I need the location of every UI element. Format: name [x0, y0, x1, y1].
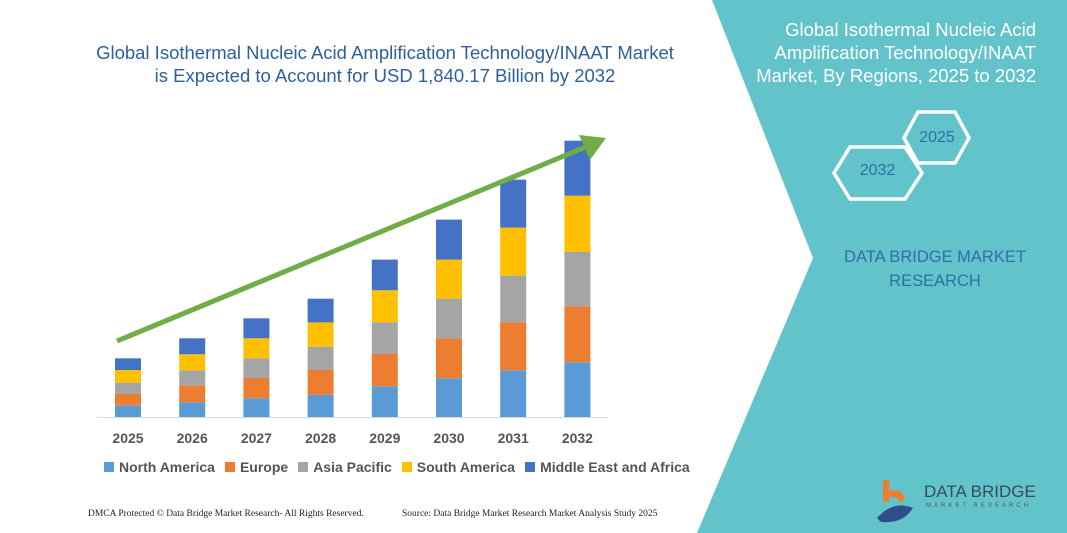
- bar-segment-2030-0: [436, 378, 462, 417]
- bar-segment-2032-2: [564, 252, 591, 307]
- trend-arrow: [116, 135, 606, 344]
- bar-segment-2032-1: [564, 306, 591, 363]
- bar-segment-2026-0: [179, 402, 206, 417]
- bar-segment-2031-1: [500, 322, 527, 371]
- bar-segment-2032-3: [564, 195, 591, 252]
- x-tick-label: 2026: [177, 430, 208, 446]
- bar-segment-2031-0: [500, 370, 527, 417]
- x-tick-label: 2032: [562, 430, 593, 446]
- bar-segment-2025-4: [115, 358, 141, 370]
- data-bridge-logo-icon: [877, 480, 913, 523]
- bar-segment-2028-2: [307, 346, 334, 370]
- logo-text: DATA BRIDGE: [924, 482, 1036, 501]
- bar-segment-2026-1: [179, 385, 206, 403]
- x-tick-label: 2030: [433, 430, 464, 446]
- bar-segment-2028-1: [307, 370, 334, 395]
- bar-segment-2026-2: [179, 370, 206, 386]
- footer-source: Source: Data Bridge Market Research Mark…: [402, 509, 658, 519]
- bar-segment-2026-4: [179, 338, 206, 355]
- bar-segment-2029-4: [371, 259, 398, 291]
- bar-segment-2029-0: [371, 386, 398, 417]
- legend-swatch: [104, 462, 114, 472]
- bar-segment-2030-4: [436, 219, 462, 260]
- bar-segment-2027-4: [243, 318, 270, 339]
- x-tick-label: 2027: [241, 430, 272, 446]
- legend-item: Middle East and Africa: [525, 459, 690, 475]
- bar-segment-2025-0: [115, 405, 141, 417]
- bar-segment-2026-3: [179, 354, 206, 371]
- x-tick-label: 2029: [369, 430, 400, 446]
- brand-line-2: RESEARCH: [889, 272, 981, 290]
- bar-segment-2030-2: [436, 298, 462, 339]
- bar-segment-2030-3: [436, 259, 462, 299]
- bar-segment-2025-2: [115, 382, 141, 394]
- logo-subtext: MARKET RESEARCH: [926, 503, 1031, 509]
- footer-copyright: DMCA Protected © Data Bridge Market Rese…: [88, 509, 364, 519]
- legend-label: North America: [119, 459, 215, 475]
- bar-segment-2028-4: [307, 298, 334, 323]
- bar-segment-2031-2: [500, 275, 527, 323]
- hex-label-2032: 2032: [859, 162, 896, 179]
- hex-2032-icon: [831, 145, 925, 201]
- brand-text: DATA BRIDGE MARKET RESEARCH: [830, 245, 1040, 293]
- hex-label-2025: 2025: [919, 129, 955, 146]
- bar-segment-2028-3: [307, 322, 334, 347]
- legend-item: Asia Pacific: [298, 459, 392, 475]
- chart-legend: North America Europe Asia Pacific South Ame…: [104, 459, 690, 475]
- brand-line-1: DATA BRIDGE MARKET: [844, 248, 1026, 266]
- x-tick-label: 2025: [112, 430, 143, 446]
- bar-segment-2031-3: [500, 227, 527, 276]
- legend-item: Europe: [224, 459, 289, 475]
- legend-label: Europe: [239, 459, 289, 475]
- legend-swatch: [525, 462, 536, 472]
- legend-swatch: [401, 462, 412, 472]
- legend-label: Middle East and Africa: [540, 459, 690, 475]
- legend-item: North America: [104, 459, 215, 475]
- side-panel-title: Global Isothermal Nucleic Acid Amplifica…: [756, 19, 1036, 86]
- bar-segment-2029-2: [371, 322, 398, 354]
- bar-segment-2027-2: [243, 358, 270, 378]
- bar-segment-2025-1: [115, 394, 141, 406]
- bar-segment-2031-4: [500, 179, 527, 228]
- hex-2025-icon: [902, 110, 971, 165]
- bar-segment-2025-3: [115, 370, 141, 383]
- bar-segment-2032-0: [564, 362, 591, 417]
- legend-label: Asia Pacific: [313, 459, 392, 475]
- bar-segment-2029-1: [371, 354, 398, 387]
- x-tick-label: 2031: [498, 430, 529, 446]
- legend-swatch: [298, 462, 309, 472]
- bar-segment-2027-3: [243, 338, 270, 359]
- bar-segment-2029-3: [371, 290, 398, 323]
- page-title: Global Isothermal Nucleic Acid Amplifica…: [96, 42, 674, 86]
- bar-segment-2027-0: [243, 398, 270, 417]
- legend-label: South America: [416, 459, 516, 475]
- x-tick-label: 2028: [305, 430, 336, 446]
- bar-segment-2028-0: [307, 394, 334, 417]
- legend-item: South America: [401, 459, 516, 475]
- bar-segment-2030-1: [436, 338, 462, 379]
- bar-segment-2027-1: [243, 378, 270, 399]
- legend-swatch: [224, 462, 235, 472]
